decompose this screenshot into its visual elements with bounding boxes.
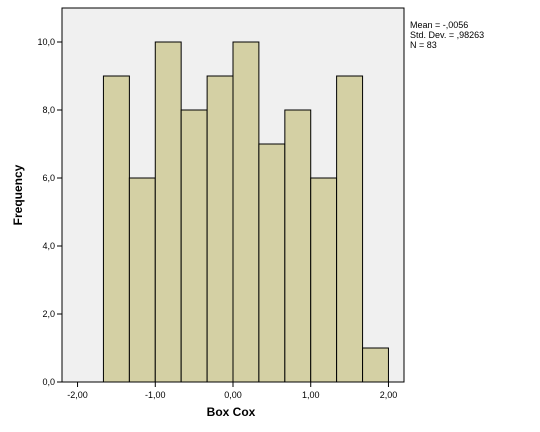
histogram-bars xyxy=(102,41,389,383)
histogram-bar-3 xyxy=(154,41,182,383)
x-axis: -2,00 -1,00 0,00 1,00 2,00 xyxy=(67,382,397,400)
y-tick-label-2: 4,0 xyxy=(42,241,55,251)
histogram-bar-11 xyxy=(362,347,389,383)
histogram-bar-9 xyxy=(310,177,338,383)
stat-mean: Mean = -,0056 xyxy=(410,20,469,30)
x-tick-label-3: 1,00 xyxy=(302,390,320,400)
y-tick-label-1: 2,0 xyxy=(42,309,55,319)
y-tick-label-0: 0,0 xyxy=(42,377,55,387)
y-tick-label-4: 8,0 xyxy=(42,105,55,115)
histogram-bar-6 xyxy=(232,41,260,383)
x-tick-label-1: -1,00 xyxy=(145,390,166,400)
histogram-bar-5 xyxy=(206,75,234,383)
y-axis: 0,0 2,0 4,0 6,0 8,0 10,0 xyxy=(37,37,62,387)
histogram-bar-2 xyxy=(128,177,156,383)
x-tick-label-0: -2,00 xyxy=(67,390,88,400)
stat-n: N = 83 xyxy=(410,40,437,50)
x-axis-title: Box Cox xyxy=(207,405,256,419)
x-tick-label-2: 0,00 xyxy=(224,390,242,400)
stat-std-dev: Std. Dev. = ,98263 xyxy=(410,30,485,40)
y-tick-label-5: 10,0 xyxy=(37,37,55,47)
histogram-bar-1 xyxy=(102,75,130,383)
histogram-bar-8 xyxy=(284,109,312,383)
x-tick-label-4: 2,00 xyxy=(380,390,398,400)
y-tick-label-3: 6,0 xyxy=(42,173,55,183)
histogram-bar-7 xyxy=(258,143,286,383)
stats-box: Mean = -,0056 Std. Dev. = ,98263 N = 83 xyxy=(410,20,484,50)
histogram-bar-10 xyxy=(336,75,364,383)
y-axis-title: Frequency xyxy=(11,164,25,225)
histogram-bar-4 xyxy=(180,109,208,383)
